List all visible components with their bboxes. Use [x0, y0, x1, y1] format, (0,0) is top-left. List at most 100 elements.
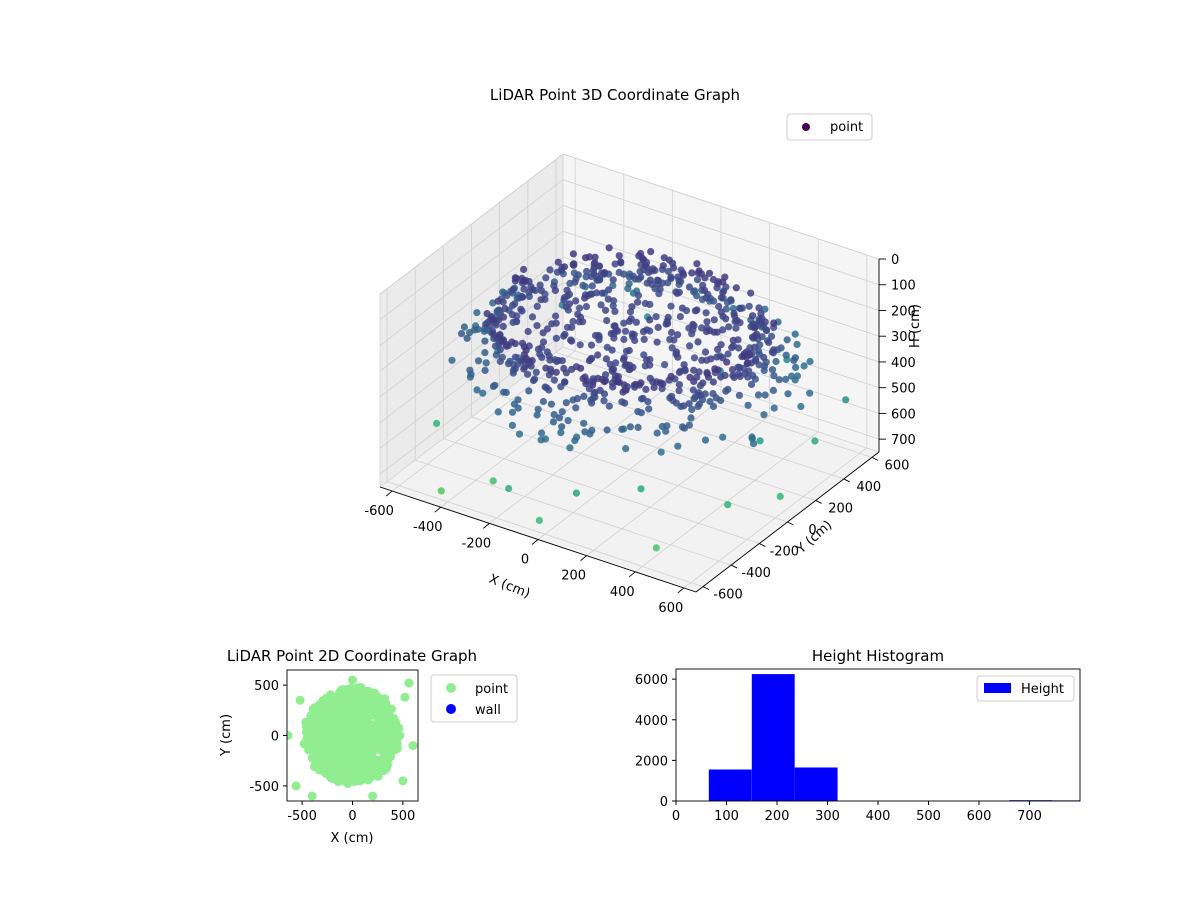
data-point — [749, 440, 758, 448]
data-point — [621, 399, 629, 407]
data-point — [555, 414, 564, 422]
data-point — [489, 299, 497, 307]
data-point — [631, 336, 639, 345]
data-point — [620, 381, 628, 389]
x-tick — [434, 506, 442, 513]
data-point — [651, 266, 659, 275]
data-point — [674, 273, 682, 281]
data-point — [557, 429, 565, 437]
data-point — [511, 340, 519, 348]
point-marker — [334, 728, 344, 738]
data-point — [573, 395, 582, 403]
data-point — [575, 318, 583, 326]
data-point — [662, 427, 670, 435]
data-point — [663, 422, 671, 430]
data-point — [600, 378, 609, 386]
point-marker — [349, 751, 358, 761]
data-point — [524, 327, 532, 336]
point-marker — [348, 675, 357, 685]
data-point — [646, 300, 654, 308]
data-point — [756, 437, 764, 445]
data-point — [611, 307, 619, 315]
data-point — [694, 338, 702, 346]
hist-legend-box — [976, 675, 1075, 702]
data-point — [550, 376, 559, 384]
data-point — [666, 335, 674, 343]
data-point — [537, 436, 545, 444]
data-point — [676, 367, 685, 375]
data-point — [755, 361, 763, 369]
data-point — [689, 326, 697, 334]
data-point — [680, 402, 688, 410]
point-marker — [398, 776, 408, 786]
chart2d-plot: -500 0 500 -500 0 500 — [249, 669, 419, 824]
data-point — [653, 429, 661, 437]
data-point — [756, 318, 765, 327]
data-point — [765, 338, 773, 346]
chart3d-zlabel: H (cm) — [908, 304, 923, 348]
y-tick-label: 400 — [856, 480, 881, 495]
data-point — [515, 430, 524, 438]
data-point — [498, 336, 506, 344]
hist-bar — [794, 767, 838, 801]
data-point — [729, 336, 737, 344]
data-point — [520, 365, 528, 373]
point-marker — [309, 723, 319, 733]
data-point — [492, 351, 500, 359]
data-point — [690, 395, 698, 403]
data-point — [621, 361, 629, 370]
y-tick-label: 600 — [885, 458, 910, 473]
data-point — [652, 313, 660, 321]
data-point — [620, 335, 628, 343]
data-point — [702, 309, 710, 317]
data-point — [473, 309, 481, 317]
data-point — [772, 357, 780, 366]
data-point — [505, 484, 513, 493]
data-point — [637, 409, 645, 417]
data-point — [723, 358, 731, 366]
data-point — [481, 337, 489, 345]
data-point — [560, 296, 568, 304]
data-point — [688, 405, 696, 414]
point-marker — [356, 740, 366, 750]
data-point — [729, 371, 737, 380]
data-point — [674, 331, 682, 339]
data-point — [538, 353, 546, 361]
data-point — [494, 408, 502, 416]
gridline-z-left — [379, 230, 564, 372]
data-point — [483, 310, 491, 318]
point-marker — [359, 772, 369, 782]
data-point — [496, 331, 504, 339]
data-point — [710, 316, 718, 324]
point-marker — [373, 771, 383, 781]
x-tick-label: -200 — [462, 536, 492, 551]
data-point — [625, 346, 633, 355]
data-point — [719, 326, 727, 334]
point-marker — [343, 702, 353, 712]
point-marker — [388, 736, 398, 746]
data-point — [489, 382, 497, 390]
data-point — [621, 327, 630, 335]
data-point — [732, 324, 740, 332]
data-point — [609, 276, 617, 284]
data-point — [760, 353, 768, 361]
data-point — [711, 365, 719, 373]
data-point — [622, 445, 630, 453]
data-point — [512, 274, 520, 282]
data-point — [687, 414, 695, 422]
data-point — [719, 312, 727, 320]
data-point — [686, 342, 694, 350]
data-point — [588, 426, 596, 434]
data-point — [552, 312, 560, 320]
data-point — [650, 383, 658, 392]
data-point — [437, 487, 445, 495]
z-tick-label: 600 — [891, 407, 916, 422]
chart3d-points — [433, 244, 850, 552]
chart3d-legend-box — [786, 113, 873, 141]
x-tick-label: 400 — [866, 809, 891, 824]
x-tick-label: 0 — [521, 553, 529, 568]
data-point — [770, 319, 778, 327]
data-point — [620, 270, 628, 278]
data-point — [605, 244, 613, 252]
data-point — [646, 316, 654, 324]
